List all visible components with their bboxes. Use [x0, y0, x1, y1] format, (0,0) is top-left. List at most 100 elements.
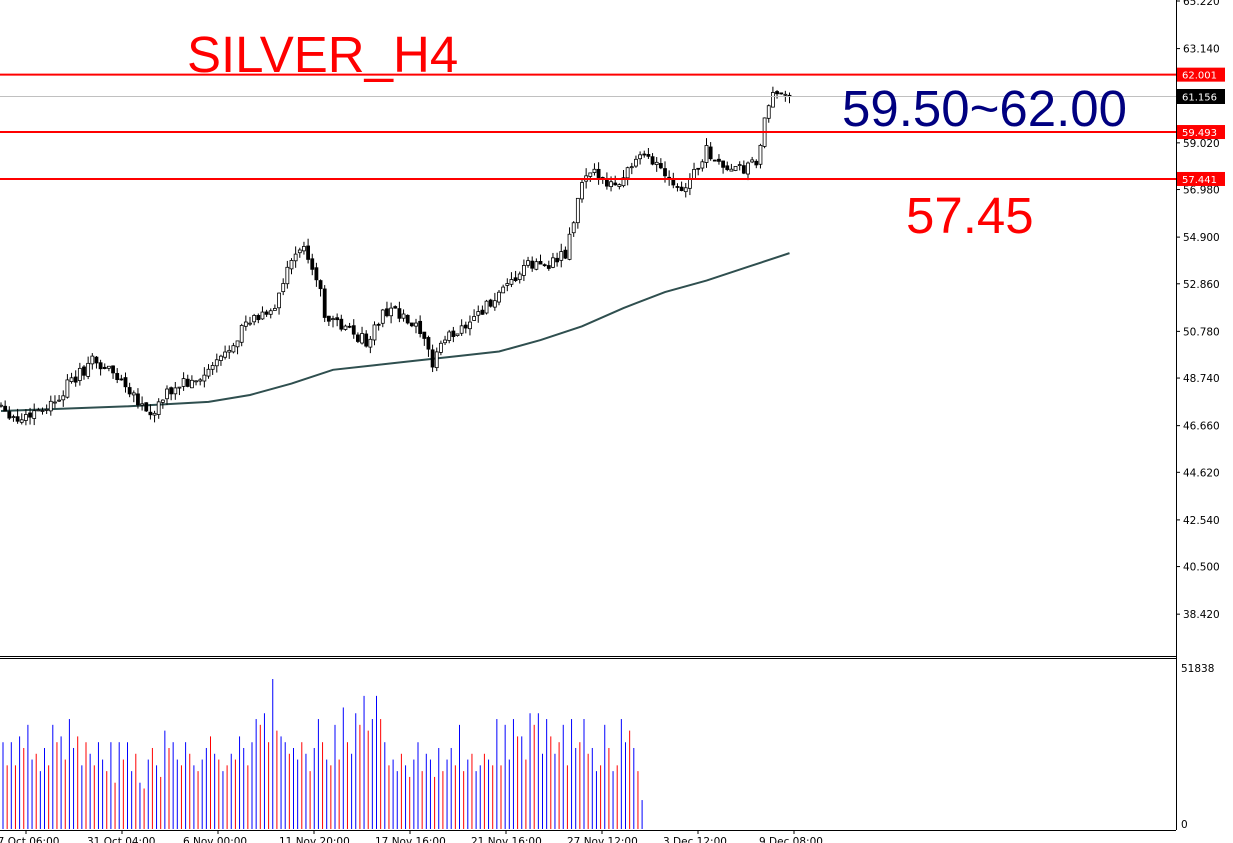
price-axis-ticks: 65.220 63.140 59.020 56.980 54.900 52.860 50.7…: [1176, 0, 1220, 621]
candle: [302, 241, 306, 255]
candle: [53, 395, 57, 409]
time-tick-label: 6 Nov 00:00: [183, 836, 247, 843]
candle: [418, 315, 423, 338]
candle: [152, 410, 157, 423]
candle: [102, 363, 107, 370]
moving-average-layer: [0, 252, 790, 412]
candle: [131, 390, 136, 403]
candle: [77, 362, 82, 386]
candle: [517, 271, 522, 284]
candle: [177, 386, 182, 396]
candle: [0, 402, 3, 408]
candle: [239, 323, 244, 347]
candle: [588, 172, 593, 182]
candle: [127, 382, 132, 398]
candle: [372, 321, 377, 346]
candle: [463, 321, 468, 334]
candle: [546, 260, 551, 271]
candle: [119, 374, 124, 381]
candle: [285, 260, 290, 289]
candles-layer: [0, 86, 792, 426]
candle: [771, 86, 775, 108]
candle: [405, 314, 410, 325]
candle: [484, 299, 489, 315]
candle: [580, 179, 584, 203]
candle: [638, 151, 642, 165]
candle: [107, 365, 111, 372]
candle: [11, 414, 16, 422]
candle: [343, 324, 348, 331]
candle: [414, 318, 418, 334]
candle: [306, 238, 311, 264]
candle: [563, 246, 568, 260]
candle: [409, 322, 414, 328]
candle: [501, 284, 506, 294]
candle: [98, 359, 103, 376]
target-range-annotation: 59.50~62.00: [842, 80, 1127, 137]
price-tick-label: 42.540: [1183, 515, 1220, 527]
candle: [555, 252, 559, 267]
candle: [123, 372, 128, 393]
level-price-box: [1177, 125, 1225, 140]
candle: [721, 160, 725, 174]
candle: [679, 181, 684, 192]
candle: [725, 161, 730, 172]
candle: [675, 183, 680, 192]
level-price-box: [1177, 67, 1225, 82]
candle: [534, 258, 539, 271]
candle: [364, 330, 369, 348]
candle: [268, 308, 273, 319]
candle: [733, 166, 738, 172]
time-tick-label: 11 Nov 20:00: [279, 836, 350, 843]
candle: [36, 407, 41, 412]
candle: [430, 344, 435, 373]
candle: [82, 365, 86, 380]
candle: [173, 381, 178, 400]
horizontal-levels-layer[interactable]: 62.001 59.493 57.441: [0, 67, 1225, 186]
candle: [7, 406, 12, 420]
candle: [438, 340, 443, 356]
candle: [272, 304, 277, 311]
candle: [729, 163, 734, 172]
candle: [198, 377, 203, 386]
candle: [613, 175, 618, 186]
candle: [32, 403, 37, 426]
price-tick-label: 46.660: [1183, 421, 1220, 433]
candle: [69, 372, 74, 384]
chart-title: SILVER_H4: [187, 26, 458, 83]
candle: [297, 247, 302, 258]
volume-max-label: 51838: [1181, 663, 1214, 675]
candle: [90, 353, 95, 370]
candle: [293, 246, 298, 268]
moving-average-line: [0, 252, 790, 412]
candle: [385, 301, 389, 318]
candle: [443, 335, 447, 346]
price-tick-label: 48.740: [1183, 373, 1220, 385]
volume-zero-label: 0: [1181, 819, 1188, 831]
candle: [542, 263, 547, 267]
candle: [376, 322, 381, 331]
candle: [136, 388, 140, 409]
candle: [169, 386, 174, 401]
candle: [48, 395, 53, 416]
candle: [492, 292, 497, 311]
candle: [559, 243, 564, 268]
candle: [766, 104, 771, 123]
price-tick-label: 65.220: [1183, 0, 1220, 8]
level-price-label: 57.441: [1182, 175, 1217, 186]
candle: [227, 345, 232, 359]
candle: [281, 278, 286, 296]
candle: [44, 404, 49, 415]
candle: [360, 326, 364, 345]
time-tick-label: 27 Nov 12:00: [567, 836, 638, 843]
candle: [185, 374, 190, 388]
candle: [160, 399, 165, 409]
candle: [468, 315, 472, 336]
candle: [704, 138, 709, 168]
level-price-label: 59.493: [1182, 128, 1217, 139]
candle: [256, 313, 261, 324]
current-price-box: [1177, 89, 1225, 104]
candle: [571, 221, 576, 237]
current-price-label: 61.156: [1182, 93, 1217, 104]
